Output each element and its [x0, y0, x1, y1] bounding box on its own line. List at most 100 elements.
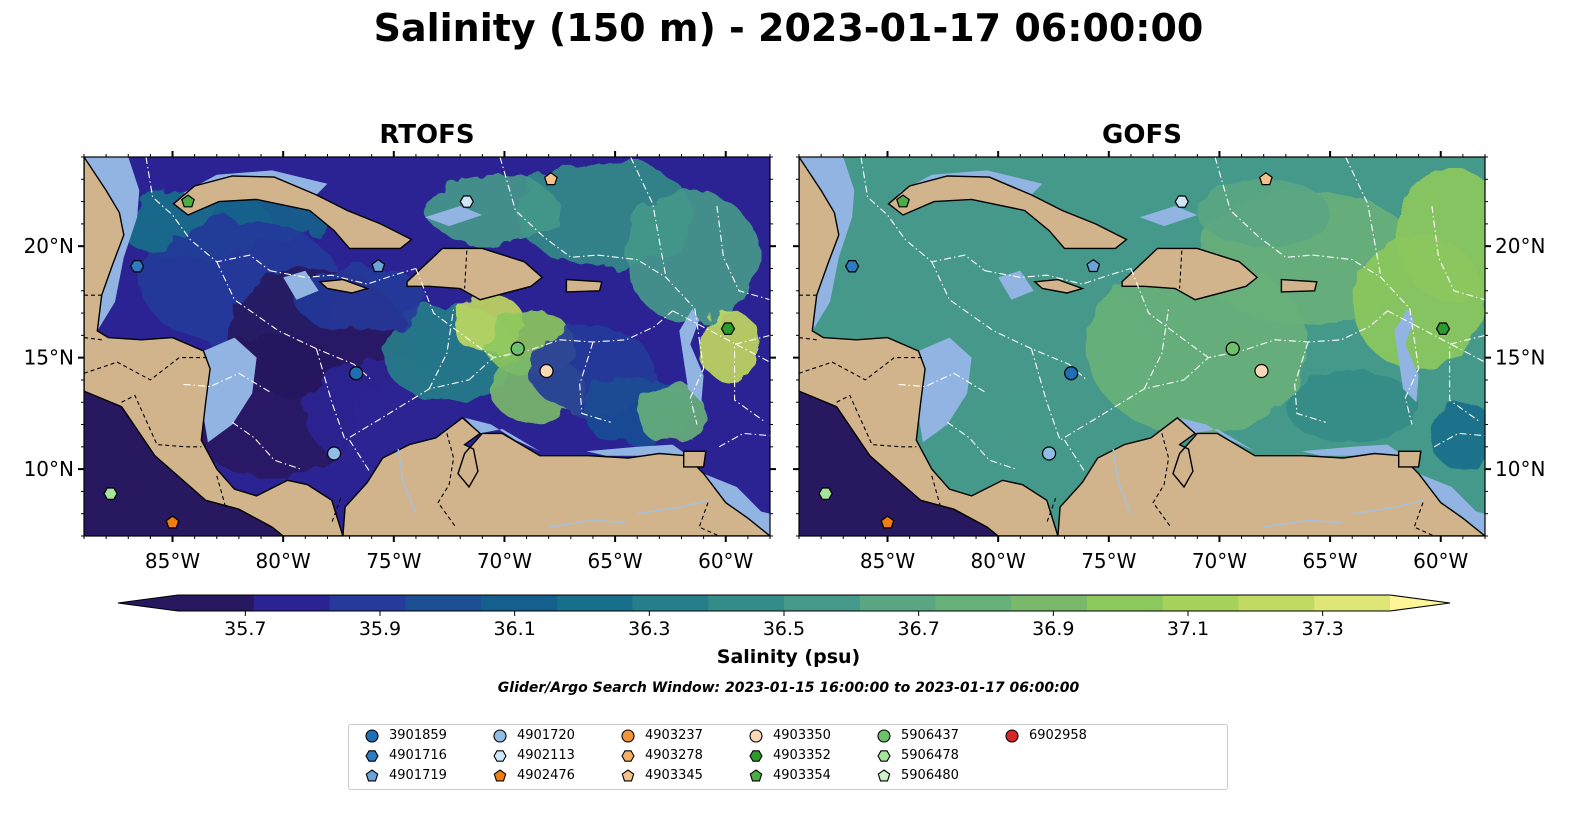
eez-boundary: [860, 157, 986, 272]
lat-tick-label: 20°N: [24, 234, 74, 258]
float-legend: 3901859 4901716 4901719 4901720 4902113 49024…: [348, 724, 1228, 790]
colorbar-segment: [1314, 595, 1391, 611]
salinity-feature: [427, 174, 560, 247]
float-marker-4902476: [165, 515, 180, 529]
country-border: [331, 497, 342, 523]
legend-marker-icon: [365, 750, 379, 762]
legend-marker-icon: [749, 729, 763, 743]
float-marker-4901716: [844, 260, 860, 273]
eez-boundary: [145, 157, 271, 272]
colorbar-segment: [1238, 595, 1315, 611]
land: [887, 175, 1128, 250]
legend-label: 5906480: [901, 768, 959, 783]
colorbar-tick-label: 37.3: [1302, 618, 1344, 640]
lon-tick-label: 65°W: [587, 549, 642, 573]
lon-tick-label: 60°W: [698, 549, 753, 573]
legend-label: 4903278: [645, 748, 703, 763]
colorbar-outline: [117, 594, 1451, 612]
salinity-feature: [637, 382, 704, 445]
country-border: [84, 337, 102, 341]
eez-boundary: [315, 348, 470, 441]
legend-label: 4903237: [645, 728, 703, 743]
float-marker-3901859: [349, 366, 364, 381]
legend-label: 4903352: [773, 748, 831, 763]
legend-label: 4903354: [773, 768, 831, 783]
salinity-feature: [699, 310, 762, 383]
shallow-shelf: [679, 308, 704, 403]
country-border: [1413, 502, 1435, 536]
eez-boundary: [269, 267, 417, 285]
eez-boundary: [1345, 157, 1382, 278]
colorbar-segment: [405, 595, 482, 611]
legend-marker-icon: [621, 729, 635, 743]
search-window-text: Glider/Argo Search Window: 2023-01-15 16…: [497, 680, 1080, 696]
legend-label: 4903350: [773, 728, 831, 743]
float-marker-4901719: [371, 258, 386, 273]
colorbar-tick-label: 37.1: [1167, 618, 1209, 640]
land: [318, 278, 370, 294]
legend-marker-icon: [365, 729, 379, 743]
colorbar-tick-label: 36.9: [1032, 618, 1074, 640]
country-border: [799, 337, 817, 341]
float-marker-4902476: [880, 515, 895, 529]
lat-tick-label: 10°N: [24, 457, 74, 481]
float-marker-4901720: [1041, 446, 1057, 461]
legend-marker-icon: [493, 769, 507, 782]
land: [565, 278, 603, 293]
shallow-shelf: [916, 337, 972, 443]
legend-label: 4901716: [389, 748, 447, 763]
legend-marker-icon: [493, 729, 507, 743]
eez-boundary: [1183, 310, 1388, 381]
country-border: [931, 475, 942, 508]
panel-title-gofs: GOFS: [1102, 120, 1182, 150]
colorbar-segment: [935, 595, 1012, 611]
country-border: [799, 357, 923, 381]
shallow-shelf: [1301, 444, 1404, 456]
colorbar-segment: [329, 595, 406, 611]
colorbar-label: Salinity (psu): [716, 646, 861, 668]
shallow-shelf: [586, 444, 689, 456]
colorbar-tick-label: 36.5: [763, 618, 805, 640]
float-marker-5906478: [103, 487, 118, 500]
land: [1033, 278, 1085, 294]
float-marker-4903354: [181, 194, 195, 208]
land: [84, 157, 344, 536]
land: [1057, 416, 1485, 536]
legend-label: 4901720: [517, 728, 575, 743]
legend-label: 4901719: [389, 768, 447, 783]
lon-tick-label: 75°W: [366, 549, 421, 573]
shallow-shelf: [1394, 308, 1419, 403]
legend-label: 4902113: [517, 748, 575, 763]
legend-label: 4903345: [645, 768, 703, 783]
colorbar-segment: [253, 595, 331, 611]
lon-tick-label: 80°W: [971, 549, 1026, 573]
shallow-shelf: [1139, 206, 1198, 227]
shallow-shelf: [703, 473, 770, 536]
eez-boundary: [1064, 439, 1085, 472]
eez-boundary: [718, 432, 770, 448]
eez-boundary: [1143, 308, 1170, 390]
float-marker-5906437: [510, 341, 525, 356]
lon-tick-label: 65°W: [1302, 549, 1357, 573]
eez-boundary: [349, 439, 370, 472]
float-marker-3901859: [1064, 366, 1079, 381]
eez-boundary: [716, 205, 770, 301]
colorbar-segment: [632, 595, 709, 611]
eez-boundary: [1312, 254, 1420, 425]
float-marker-4901716: [129, 260, 145, 273]
legend-label: 4902476: [517, 768, 575, 783]
country-border: [1152, 433, 1172, 528]
map-frame: [798, 156, 1486, 537]
colorbar-segment: [1087, 595, 1164, 611]
country-border: [464, 250, 468, 289]
map-panel-gofs: 85°W 80°W 75°W 70°W 65°W 60°W 10°N 15°N 20°N: [793, 151, 1545, 573]
salinity-feature: [294, 268, 428, 331]
legend-label: 5906478: [901, 748, 959, 763]
land: [1121, 247, 1259, 301]
eez-boundary: [1214, 157, 1313, 258]
colorbar-segment: [481, 595, 558, 611]
shallow-shelf: [1179, 417, 1255, 452]
shallow-shelf: [464, 417, 540, 452]
float-marker-4903354: [896, 194, 910, 208]
